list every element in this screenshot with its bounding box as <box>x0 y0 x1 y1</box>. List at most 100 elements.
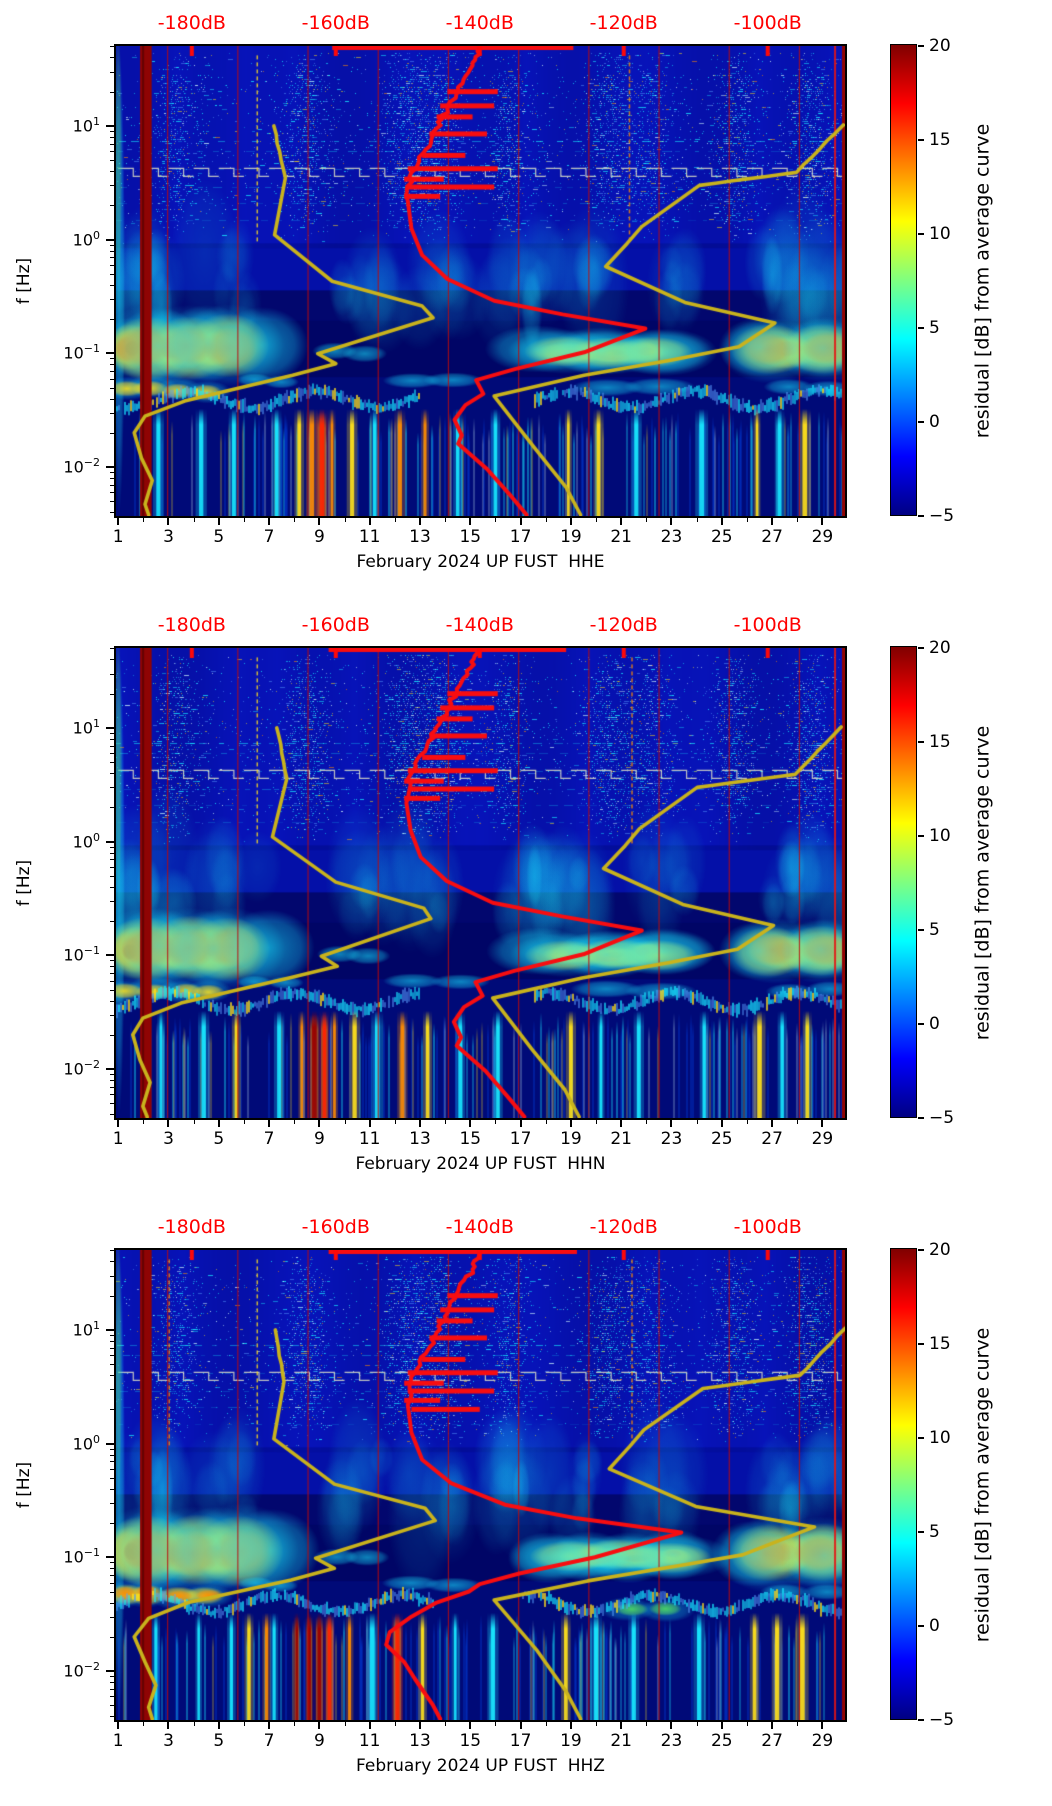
x-minor-tick <box>243 518 245 522</box>
y-minor-tick <box>110 762 114 764</box>
x-tick-label: 13 <box>409 1129 431 1149</box>
panel-title: February 2024 UP FUST HHE <box>356 552 605 572</box>
x-tick-label: 21 <box>610 527 633 547</box>
y-axis-label-text: f [Hz] <box>14 257 34 305</box>
y-tick-label: 10−2 <box>36 1058 100 1078</box>
top-db-label: -140dB <box>445 12 514 34</box>
colorbar-tick <box>918 1625 924 1627</box>
y-minor-tick <box>110 1114 114 1116</box>
x-major-tick <box>771 1722 774 1729</box>
x-major-tick <box>368 1120 371 1127</box>
x-tick-label: 25 <box>710 1129 733 1149</box>
colorbar-tick-label: 10 <box>929 1428 951 1448</box>
y-tick-exponent: 0 <box>93 228 100 242</box>
colorbar-tick <box>918 139 924 141</box>
y-minor-tick <box>110 1562 114 1564</box>
y-minor-tick <box>110 264 114 266</box>
x-tick-label: 11 <box>358 1731 381 1751</box>
y-major-tick <box>106 124 114 127</box>
colorbar-gradient <box>890 646 917 1118</box>
x-major-tick <box>720 1722 723 1729</box>
y-minor-tick <box>110 1261 114 1263</box>
x-tick-label: 3 <box>163 1731 174 1751</box>
y-axis-label-text: f [Hz] <box>14 859 34 907</box>
y-minor-tick <box>110 753 114 755</box>
colorbar-label-text: residual [dB] from average curve <box>971 725 994 1041</box>
x-minor-tick <box>143 1120 145 1124</box>
y-minor-tick <box>110 412 114 414</box>
y-tick-base: 10 <box>72 1433 93 1453</box>
x-tick-label: 25 <box>710 1731 733 1751</box>
y-tick-base: 10 <box>63 945 84 965</box>
y-minor-tick <box>110 921 114 923</box>
y-minor-tick <box>110 1616 114 1618</box>
x-major-tick <box>368 518 371 525</box>
y-minor-tick <box>110 46 114 48</box>
y-major-tick <box>106 352 114 355</box>
x-minor-tick <box>294 1722 296 1726</box>
x-tick-label: 9 <box>313 1129 325 1149</box>
y-tick-base: 10 <box>63 1661 84 1681</box>
y-minor-tick <box>110 1448 114 1450</box>
x-major-tick <box>569 1120 572 1127</box>
y-tick-base: 10 <box>72 718 93 738</box>
plot-area <box>114 1248 847 1722</box>
y-tick-label: 101 <box>36 115 100 135</box>
x-tick-label: 11 <box>358 1129 381 1149</box>
y-minor-tick <box>110 1014 114 1016</box>
y-minor-tick <box>110 71 114 73</box>
colorbar-tick <box>918 233 924 235</box>
y-minor-tick <box>110 244 114 246</box>
x-tick-label: 29 <box>811 527 834 547</box>
colorbar-gradient <box>890 1248 917 1720</box>
x-major-tick <box>318 518 321 525</box>
y-tick-base: 10 <box>63 1547 84 1567</box>
x-major-tick <box>519 518 522 525</box>
y-minor-tick <box>110 1295 114 1297</box>
x-major-tick <box>821 518 824 525</box>
panel-title: February 2024 UP FUST HHZ <box>356 1756 605 1776</box>
x-minor-tick <box>696 518 698 522</box>
x-tick-label: 15 <box>459 1129 482 1149</box>
x-major-tick <box>268 1120 271 1127</box>
y-tick-base: 10 <box>72 229 93 249</box>
x-major-tick <box>620 1722 623 1729</box>
y-minor-tick <box>110 972 114 974</box>
x-major-tick <box>519 1722 522 1729</box>
colorbar-tick <box>918 1117 924 1119</box>
x-major-tick <box>620 518 623 525</box>
x-minor-tick <box>746 518 748 522</box>
y-minor-tick <box>110 398 114 400</box>
y-minor-tick <box>110 1250 114 1252</box>
y-tick-label: 10−1 <box>36 342 100 362</box>
x-minor-tick <box>143 518 145 522</box>
y-major-tick <box>106 1669 114 1672</box>
x-major-tick <box>821 1120 824 1127</box>
colorbar-tick-label: 15 <box>929 130 951 150</box>
x-minor-tick <box>193 1120 195 1124</box>
y-minor-tick <box>110 1079 114 1081</box>
colorbar-tick-label: −5 <box>929 1710 955 1730</box>
colorbar-tick <box>918 1719 924 1721</box>
x-tick-label: 29 <box>811 1129 834 1149</box>
y-tick-label: 100 <box>36 1433 100 1453</box>
y-minor-tick <box>110 980 114 982</box>
x-minor-tick <box>193 518 195 522</box>
y-minor-tick <box>110 673 114 675</box>
x-tick-label: 15 <box>459 527 482 547</box>
y-minor-tick <box>110 1602 114 1604</box>
y-minor-tick <box>110 484 114 486</box>
y-major-tick <box>106 840 114 843</box>
y-major-tick <box>106 238 114 241</box>
x-tick-label: 7 <box>263 527 275 547</box>
x-minor-tick <box>596 1120 598 1124</box>
y-tick-exponent: 1 <box>93 114 100 128</box>
colorbar-tick <box>918 929 924 931</box>
y-minor-tick <box>110 1347 114 1349</box>
colorbar-tick-label: 10 <box>929 224 951 244</box>
y-tick-exponent: −2 <box>83 1659 100 1673</box>
y-minor-tick <box>110 648 114 650</box>
y-minor-tick <box>110 370 114 372</box>
y-minor-tick <box>110 1636 114 1638</box>
